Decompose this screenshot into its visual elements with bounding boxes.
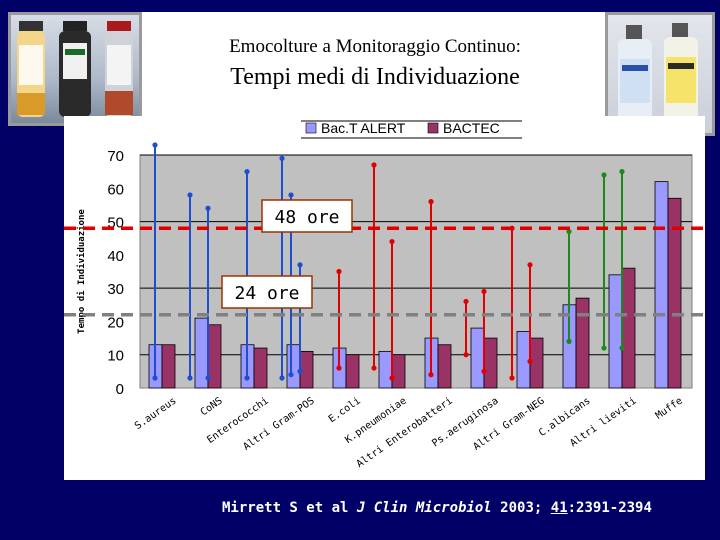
bar-bactalert-11 — [654, 181, 669, 389]
x-tick-label: E.coli — [327, 395, 363, 425]
bottle-red — [105, 21, 133, 117]
y-axis-label: Tempo di Individuazione — [76, 209, 87, 334]
bottle-blue-label — [618, 25, 652, 129]
range-max-marker-9 — [389, 238, 395, 245]
range-max-marker-11 — [463, 298, 469, 305]
blood-culture-bottles-photo-right — [605, 12, 715, 136]
range-min-marker-8 — [371, 365, 377, 371]
bottle-black — [59, 21, 91, 117]
bar-bactalert-10 — [608, 274, 623, 389]
range-min-marker-11 — [463, 352, 469, 358]
bar-bactec-2 — [253, 347, 268, 389]
bar-bactec-9 — [575, 297, 590, 389]
bar-bactec-5 — [391, 354, 406, 389]
bar-bactec-6 — [437, 344, 452, 389]
reference-label-0: 48 ore — [274, 207, 339, 228]
bottle-yellow — [17, 21, 45, 117]
x-tick-label: CoNS — [199, 395, 225, 418]
title-panel — [142, 12, 605, 116]
y-tick-label: 10 — [107, 348, 124, 365]
range-min-marker-9 — [389, 375, 395, 381]
range-max-marker-15 — [566, 228, 572, 235]
y-tick-label: 60 — [107, 181, 124, 198]
bar-bactalert-7 — [470, 327, 485, 389]
legend-swatch-0 — [305, 122, 317, 134]
bar-bactec-4 — [345, 354, 360, 389]
range-max-marker-14 — [527, 262, 533, 268]
range-min-marker-10 — [428, 372, 434, 378]
reference-label-box-1 — [221, 275, 313, 309]
citation: Mirrett S et al J Clin Microbiol 2003; 4… — [222, 500, 652, 516]
range-max-marker-10 — [428, 199, 434, 205]
range-min-marker-15 — [566, 338, 572, 344]
range-max-marker-1 — [187, 192, 193, 198]
y-tick-label: 0 — [116, 381, 124, 398]
range-max-marker-0 — [152, 142, 158, 148]
range-max-marker-2 — [205, 205, 211, 211]
range-max-marker-5 — [288, 192, 294, 198]
reference-label-1: 24 ore — [234, 283, 299, 304]
range-min-marker-14 — [527, 358, 533, 364]
y-tick-label: 20 — [107, 314, 124, 331]
citation-volume: 41 — [550, 500, 568, 516]
bar-bactalert-3 — [286, 344, 301, 389]
y-tick-label: 30 — [107, 281, 124, 298]
range-min-marker-6 — [297, 368, 303, 374]
citation-authors: Mirrett S et al — [222, 500, 349, 516]
range-max-marker-8 — [371, 162, 377, 168]
range-max-marker-12 — [481, 288, 487, 295]
range-max-marker-16 — [601, 172, 607, 178]
range-min-marker-3 — [244, 375, 250, 381]
bar-bactec-11 — [667, 197, 682, 389]
bar-bactalert-5 — [378, 350, 393, 389]
chart-panel: 0 10 20 30 40 50 60 70 Tempo di Individuazione 48… — [64, 116, 705, 480]
range-max-marker-4 — [279, 155, 285, 161]
range-min-marker-17 — [619, 345, 625, 351]
range-min-marker-0 — [152, 375, 158, 381]
range-max-marker-17 — [619, 169, 625, 175]
y-tick-label: 40 — [107, 248, 124, 265]
legend-label-0: Bac.T ALERT — [321, 120, 406, 136]
plot-area — [139, 154, 693, 389]
range-min-marker-12 — [481, 368, 487, 374]
legend-swatch-1 — [427, 122, 439, 134]
citation-year: 2003; — [500, 500, 543, 516]
range-min-marker-4 — [279, 375, 285, 381]
legend-label-1: BACTEC — [443, 120, 500, 136]
range-min-marker-5 — [288, 372, 294, 378]
x-tick-label: S.aureus — [133, 395, 179, 432]
bar-bactec-7 — [483, 337, 498, 389]
range-min-marker-7 — [336, 365, 342, 371]
range-max-marker-3 — [244, 169, 250, 175]
slide-title: Emocolture a Monitoraggio Continuo: Temp… — [150, 36, 600, 91]
bar-bactec-10 — [621, 267, 636, 389]
y-tick-label: 70 — [107, 148, 124, 165]
blood-culture-bottles-photo-left — [8, 12, 142, 126]
range-min-marker-1 — [187, 375, 193, 381]
reference-label-box-0 — [261, 199, 353, 233]
range-min-marker-2 — [205, 375, 211, 381]
x-tick-label: Muffe — [654, 395, 685, 421]
range-min-marker-16 — [601, 345, 607, 351]
title-line-2: Tempi medi di Individuazione — [230, 64, 520, 90]
range-max-marker-7 — [336, 268, 342, 275]
bar-bactec-0 — [161, 344, 176, 389]
bottle-yellow-label — [664, 23, 698, 129]
citation-pages: :2391-2394 — [567, 500, 652, 516]
citation-journal: J Clin Microbiol — [356, 500, 492, 516]
range-min-marker-13 — [509, 375, 515, 381]
title-line-1: Emocolture a Monitoraggio Continuo: — [229, 36, 521, 57]
range-max-marker-6 — [297, 262, 303, 268]
